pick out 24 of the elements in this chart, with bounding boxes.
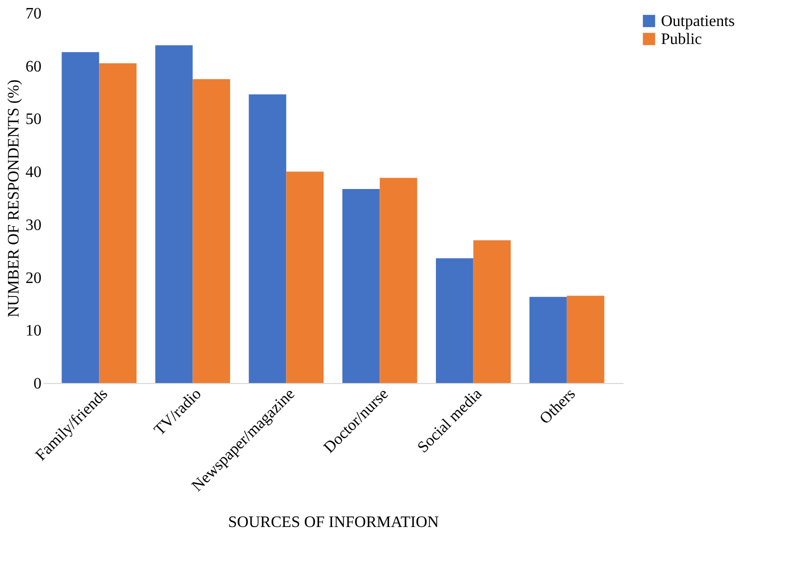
legend-label: Outpatients — [661, 13, 735, 30]
bar — [566, 296, 604, 383]
bar — [286, 172, 324, 383]
bar — [99, 63, 137, 383]
bar — [155, 45, 193, 383]
y-tick-label: 40 — [26, 164, 42, 182]
bar — [342, 189, 380, 383]
y-tick-label: 30 — [26, 216, 42, 234]
x-axis-title: SOURCES OF INFORMATION — [228, 514, 440, 532]
bar — [473, 240, 511, 383]
bar — [529, 296, 567, 383]
y-tick-label: 10 — [26, 322, 42, 340]
y-tick-label: 0 — [34, 376, 42, 392]
bar — [248, 94, 286, 383]
y-tick-label: 70 — [26, 6, 42, 22]
bar — [380, 178, 418, 383]
legend-label: Public — [661, 31, 702, 48]
y-tick-label: 60 — [26, 58, 42, 76]
bar — [192, 79, 230, 383]
y-tick-label: 20 — [26, 270, 42, 287]
bar — [62, 52, 100, 383]
y-tick-label: 50 — [26, 111, 42, 128]
y-axis-title: NUMBER OF RESPONDENTS (%) — [6, 80, 22, 318]
bar — [436, 258, 474, 383]
